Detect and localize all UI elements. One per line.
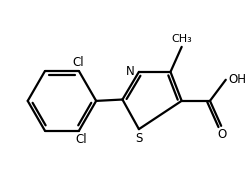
Text: Cl: Cl xyxy=(72,56,84,69)
Text: OH: OH xyxy=(228,73,246,86)
Text: S: S xyxy=(135,132,143,145)
Text: CH₃: CH₃ xyxy=(171,34,192,44)
Text: Cl: Cl xyxy=(76,133,87,146)
Text: N: N xyxy=(126,65,135,78)
Text: O: O xyxy=(217,128,227,142)
